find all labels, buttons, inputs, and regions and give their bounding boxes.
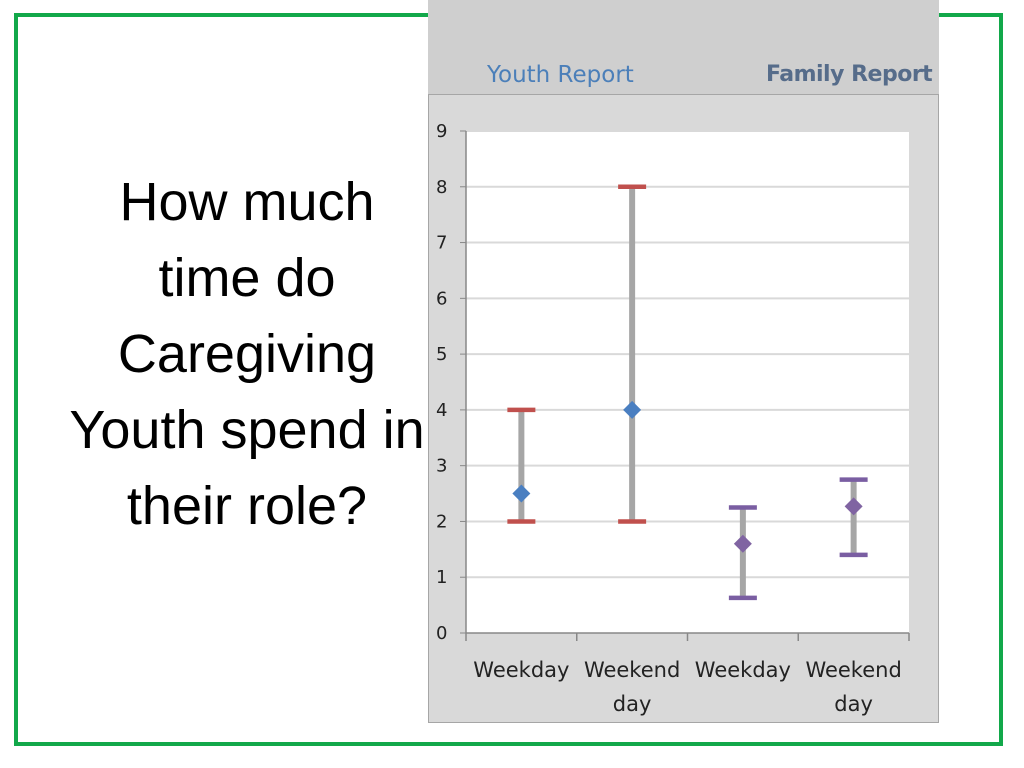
y-tick-label: 2 bbox=[436, 511, 447, 532]
y-tick-label: 4 bbox=[436, 400, 447, 421]
slide-title: How much time do Caregiving Youth spend … bbox=[69, 172, 425, 536]
x-category-label: Weekday bbox=[695, 658, 791, 682]
y-tick-label: 1 bbox=[436, 567, 447, 588]
data-point bbox=[844, 497, 863, 516]
chart-header-panel bbox=[428, 0, 939, 96]
y-tick-label: 0 bbox=[436, 623, 447, 644]
x-category-label: day bbox=[834, 692, 873, 716]
y-tick-label: 9 bbox=[436, 121, 447, 142]
youth-report-header: Youth Report bbox=[487, 62, 634, 88]
y-tick-label: 3 bbox=[436, 456, 447, 477]
y-tick-label: 8 bbox=[436, 177, 447, 198]
x-category-label: Weekday bbox=[473, 658, 569, 682]
x-category-label: Weekend bbox=[584, 658, 680, 682]
y-tick-label: 7 bbox=[436, 233, 447, 254]
y-tick-label: 6 bbox=[436, 288, 447, 309]
plot-area bbox=[466, 131, 909, 633]
x-category-label: Weekend bbox=[805, 658, 901, 682]
y-tick-label: 5 bbox=[436, 344, 447, 365]
family-report-header: Family Report bbox=[766, 62, 933, 87]
data-point bbox=[623, 400, 642, 419]
data-point bbox=[512, 484, 531, 503]
x-category-label: day bbox=[613, 692, 652, 716]
data-point bbox=[733, 534, 752, 553]
